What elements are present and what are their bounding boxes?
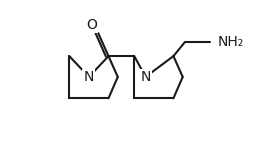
Text: N: N — [84, 70, 94, 84]
Text: O: O — [86, 18, 97, 32]
Text: NH₂: NH₂ — [218, 35, 244, 49]
Text: N: N — [140, 70, 151, 84]
